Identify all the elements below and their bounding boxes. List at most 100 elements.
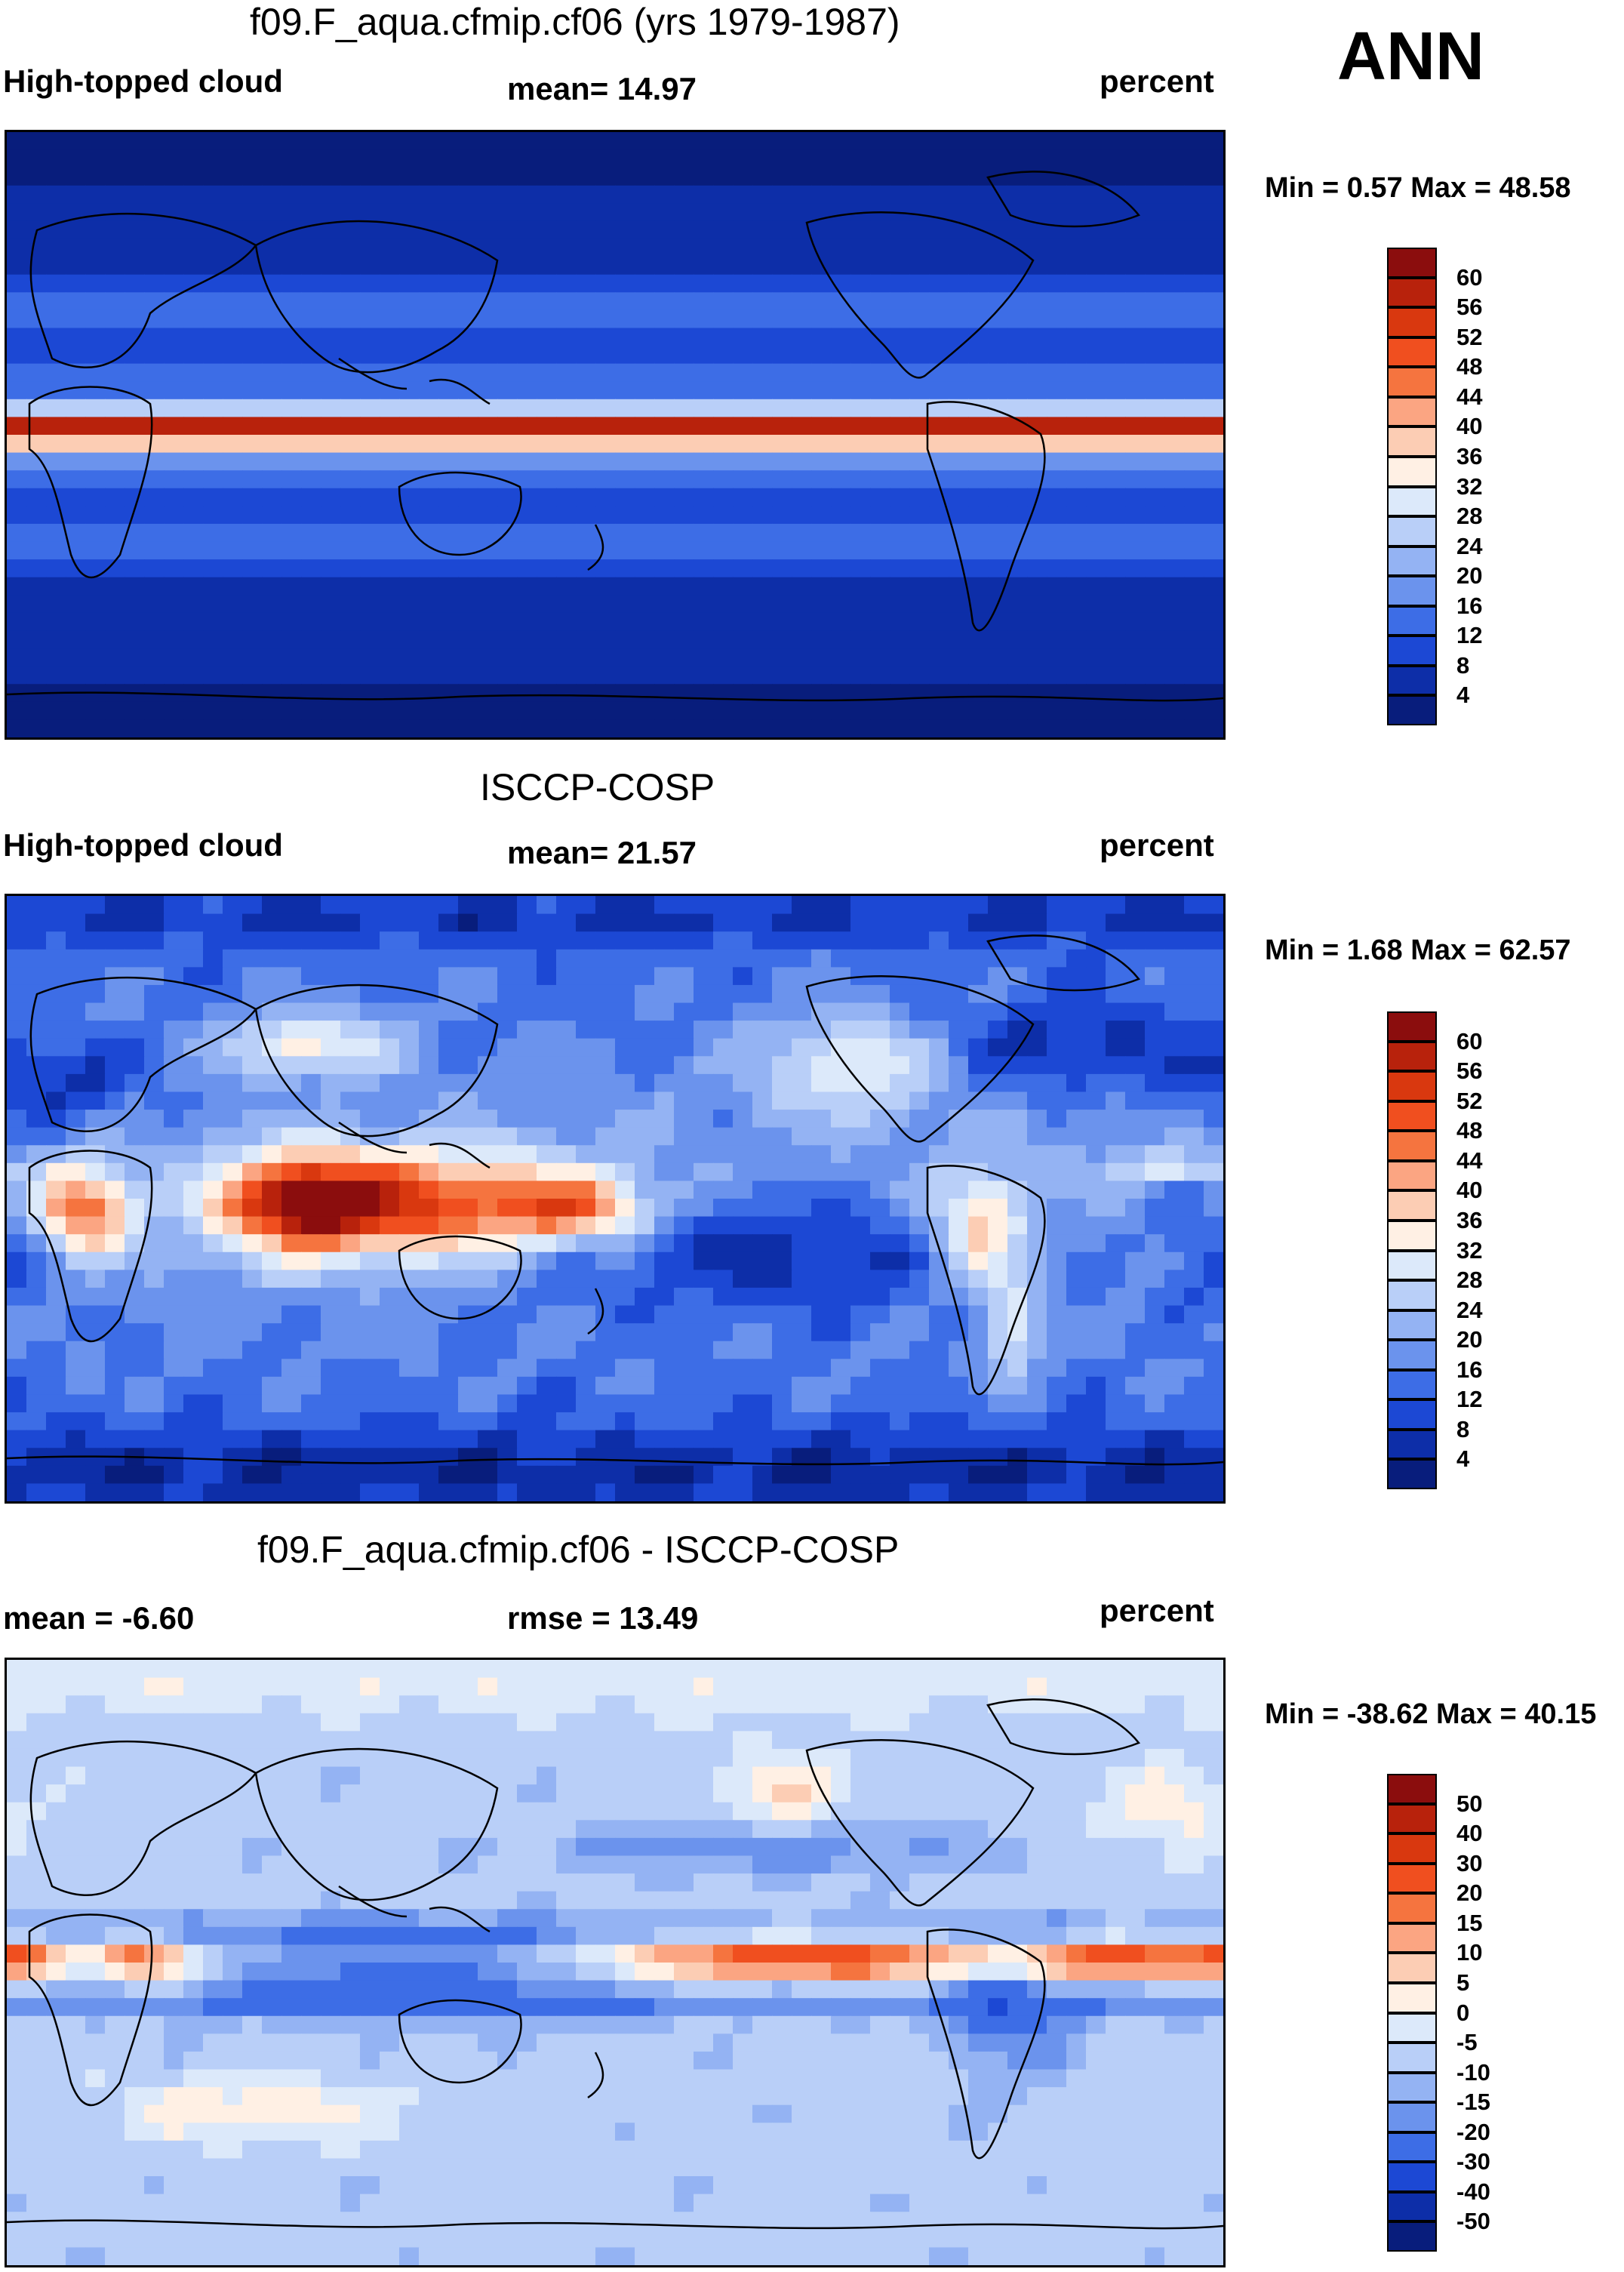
- contour-cell: [772, 1430, 792, 1449]
- contour-cell: [66, 1145, 86, 1164]
- contour-cell: [1007, 452, 1028, 471]
- contour-cell: [360, 1162, 380, 1182]
- contour-cell: [399, 1713, 420, 1732]
- contour-cell: [772, 1359, 792, 1378]
- contour-cell: [968, 1748, 989, 1768]
- contour-cell: [1086, 612, 1106, 632]
- contour-cell: [1086, 1127, 1106, 1147]
- contour-cell: [831, 239, 851, 257]
- contour-cell: [929, 648, 949, 667]
- contour-cell: [321, 1305, 341, 1324]
- contour-cell: [733, 896, 753, 915]
- contour-cell: [792, 381, 812, 400]
- contour-cell: [1027, 913, 1047, 932]
- contour-cell: [7, 1021, 27, 1039]
- contour-cell: [144, 1784, 165, 1803]
- contour-cell: [281, 719, 302, 737]
- contour-cell: [576, 1448, 596, 1467]
- contour-cell: [792, 1394, 812, 1413]
- contour-cell: [968, 1251, 989, 1271]
- contour-cell: [615, 1677, 635, 1696]
- contour-cell: [458, 1038, 478, 1057]
- contour-cell: [105, 984, 125, 1004]
- contour-cell: [340, 1002, 361, 1021]
- contour-cell: [890, 1465, 910, 1485]
- contour-cell: [752, 435, 773, 454]
- contour-cell: [1125, 1837, 1146, 1857]
- contour-cell: [517, 719, 537, 737]
- contour-cell: [870, 1820, 890, 1839]
- contour-cell: [635, 328, 655, 346]
- contour-cell: [360, 1837, 380, 1857]
- contour-cell: [1125, 1287, 1146, 1307]
- contour-cell: [66, 1038, 86, 1057]
- contour-cell: [144, 559, 165, 578]
- contour-cell: [1184, 559, 1204, 578]
- contour-cell: [360, 967, 380, 986]
- contour-cell: [909, 1038, 930, 1057]
- contour-cell: [870, 488, 890, 507]
- contour-cell: [497, 363, 518, 383]
- contour-cell: [870, 1091, 890, 1110]
- contour-cell: [301, 719, 321, 737]
- contour-cell: [909, 1199, 930, 1218]
- contour-cell: [772, 719, 792, 737]
- contour-cell: [399, 1695, 420, 1714]
- contour-cell: [478, 1394, 498, 1413]
- contour-cell: [281, 1038, 302, 1057]
- contour-cell: [615, 1251, 635, 1271]
- contour-cell: [360, 185, 380, 205]
- contour-cell: [497, 1056, 518, 1075]
- contour-cell: [615, 967, 635, 986]
- contour-cell: [497, 1766, 518, 1785]
- contour-cell: [66, 1199, 86, 1218]
- contour-cell: [105, 1430, 125, 1449]
- contour-cell: [1027, 1341, 1047, 1360]
- contour-cell: [1204, 1270, 1223, 1288]
- contour-cell: [26, 1287, 47, 1307]
- contour-cell: [556, 220, 577, 240]
- contour-cell: [517, 1002, 537, 1021]
- contour-cell: [537, 274, 557, 294]
- contour-cell: [438, 967, 459, 986]
- contour-cell: [831, 1110, 851, 1128]
- contour-cell: [713, 1270, 734, 1288]
- contour-cell: [164, 346, 184, 365]
- contour-cell: [1047, 1287, 1067, 1307]
- contour-cell: [242, 541, 263, 560]
- contour-cell: [1047, 1430, 1067, 1449]
- contour-cell: [752, 949, 773, 968]
- contour-cell: [890, 1677, 910, 1696]
- contour-cell: [1125, 648, 1146, 667]
- contour-cell: [1047, 1802, 1067, 1821]
- contour-cell: [1125, 701, 1146, 721]
- contour-cell: [556, 452, 577, 471]
- contour-cell: [85, 168, 106, 186]
- contour-cell: [183, 1483, 204, 1501]
- contour-cell: [654, 274, 675, 294]
- contour-cell: [595, 1359, 616, 1378]
- contour-cell: [340, 1748, 361, 1768]
- contour-cell: [949, 1713, 969, 1732]
- contour-cell: [792, 541, 812, 560]
- contour-cell: [203, 292, 223, 311]
- contour-cell: [438, 506, 459, 525]
- contour-cell: [968, 719, 989, 737]
- contour-cell: [1027, 274, 1047, 294]
- contour-cell: [1184, 292, 1204, 311]
- contour-cell: [301, 185, 321, 205]
- contour-cell: [321, 381, 341, 400]
- contour-cell: [7, 1323, 27, 1342]
- contour-cell: [968, 1394, 989, 1413]
- panel-1-variable: High-topped cloud: [3, 63, 283, 99]
- contour-cell: [1066, 399, 1087, 418]
- contour-cell: [811, 435, 832, 454]
- contour-cell: [321, 1341, 341, 1360]
- contour-cell: [223, 1234, 243, 1253]
- contour-cell: [223, 1216, 243, 1235]
- contour-cell: [870, 1145, 890, 1164]
- contour-cell: [1106, 1305, 1126, 1324]
- contour-cell: [909, 1341, 930, 1360]
- contour-cell: [125, 292, 145, 311]
- contour-cell: [537, 1038, 557, 1057]
